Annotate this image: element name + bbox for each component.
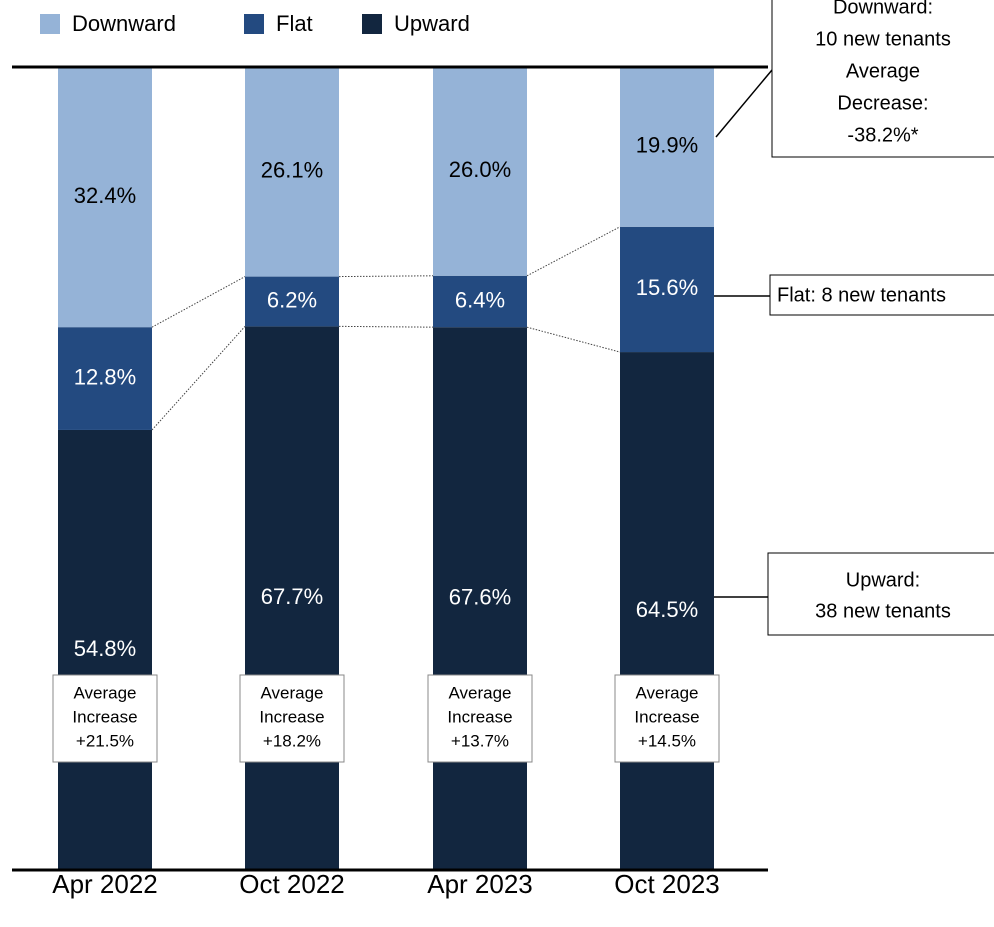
callout-box xyxy=(771,0,994,158)
bar-segment xyxy=(620,352,714,870)
average-box-text: Increase xyxy=(634,707,699,726)
value-label: 6.4% xyxy=(455,287,505,312)
callout-text: Upward: xyxy=(846,569,920,591)
callout-text: Flat: 8 new tenants xyxy=(777,284,946,306)
average-box-text: +13.7% xyxy=(451,731,509,750)
x-tick-label: Oct 2022 xyxy=(239,869,345,899)
value-label: 26.1% xyxy=(261,158,323,183)
bar-segment xyxy=(58,327,152,430)
value-label: 15.6% xyxy=(636,275,698,300)
average-box xyxy=(52,674,158,763)
average-box-text: Increase xyxy=(447,707,512,726)
value-label: 26.0% xyxy=(449,157,511,182)
average-box-text: Increase xyxy=(72,707,137,726)
average-box-text: Average xyxy=(260,683,323,702)
x-tick-label: Apr 2022 xyxy=(52,869,158,899)
callout-text: -38.2%* xyxy=(847,124,918,146)
average-box xyxy=(614,674,720,763)
callout-box xyxy=(769,274,994,316)
connector-line xyxy=(338,325,434,328)
callout-line xyxy=(715,69,773,138)
bar-segment xyxy=(245,276,339,327)
average-box-text: +21.5% xyxy=(76,731,134,750)
legend-label: Upward xyxy=(394,11,470,36)
legend-swatch xyxy=(362,14,382,34)
average-box-text: Average xyxy=(73,683,136,702)
x-tick-label: Oct 2023 xyxy=(614,869,720,899)
bar-segment xyxy=(58,67,152,328)
value-label: 32.4% xyxy=(74,183,136,208)
callout-text: Decrease: xyxy=(837,92,928,114)
average-box xyxy=(239,674,345,763)
value-label: 67.6% xyxy=(449,584,511,609)
connector-line xyxy=(526,326,621,353)
bar-segment xyxy=(245,326,339,870)
average-box-text: Average xyxy=(635,683,698,702)
legend-swatch xyxy=(244,14,264,34)
value-label: 54.8% xyxy=(74,636,136,661)
value-label: 6.2% xyxy=(267,287,317,312)
value-label: 64.5% xyxy=(636,597,698,622)
legend-label: Downward xyxy=(72,11,176,36)
bar-segment xyxy=(58,429,152,870)
callout-text: 38 new tenants xyxy=(815,600,951,622)
value-label: 19.9% xyxy=(636,133,698,158)
bar-segment xyxy=(433,275,527,328)
average-box-text: +18.2% xyxy=(263,731,321,750)
bar-segment xyxy=(620,226,714,353)
legend-swatch xyxy=(40,14,60,34)
average-box xyxy=(427,674,533,763)
connector-line xyxy=(151,326,246,431)
average-box-text: Increase xyxy=(259,707,324,726)
connector-line xyxy=(526,226,621,277)
x-tick-label: Apr 2023 xyxy=(427,869,533,899)
value-label: 12.8% xyxy=(74,364,136,389)
bar-segment xyxy=(433,327,527,870)
average-box-text: Average xyxy=(448,683,511,702)
value-label: 67.7% xyxy=(261,584,323,609)
connector-line xyxy=(338,275,434,278)
callout-text: Downward: xyxy=(833,0,933,18)
callout-box xyxy=(767,552,994,636)
bar-segment xyxy=(620,67,714,227)
callout-text: 10 new tenants xyxy=(815,28,951,50)
bar-segment xyxy=(245,67,339,277)
bar-segment xyxy=(433,67,527,276)
callout-text: Average xyxy=(846,60,920,82)
average-box-text: +14.5% xyxy=(638,731,696,750)
legend-label: Flat xyxy=(276,11,313,36)
connector-line xyxy=(151,276,246,328)
